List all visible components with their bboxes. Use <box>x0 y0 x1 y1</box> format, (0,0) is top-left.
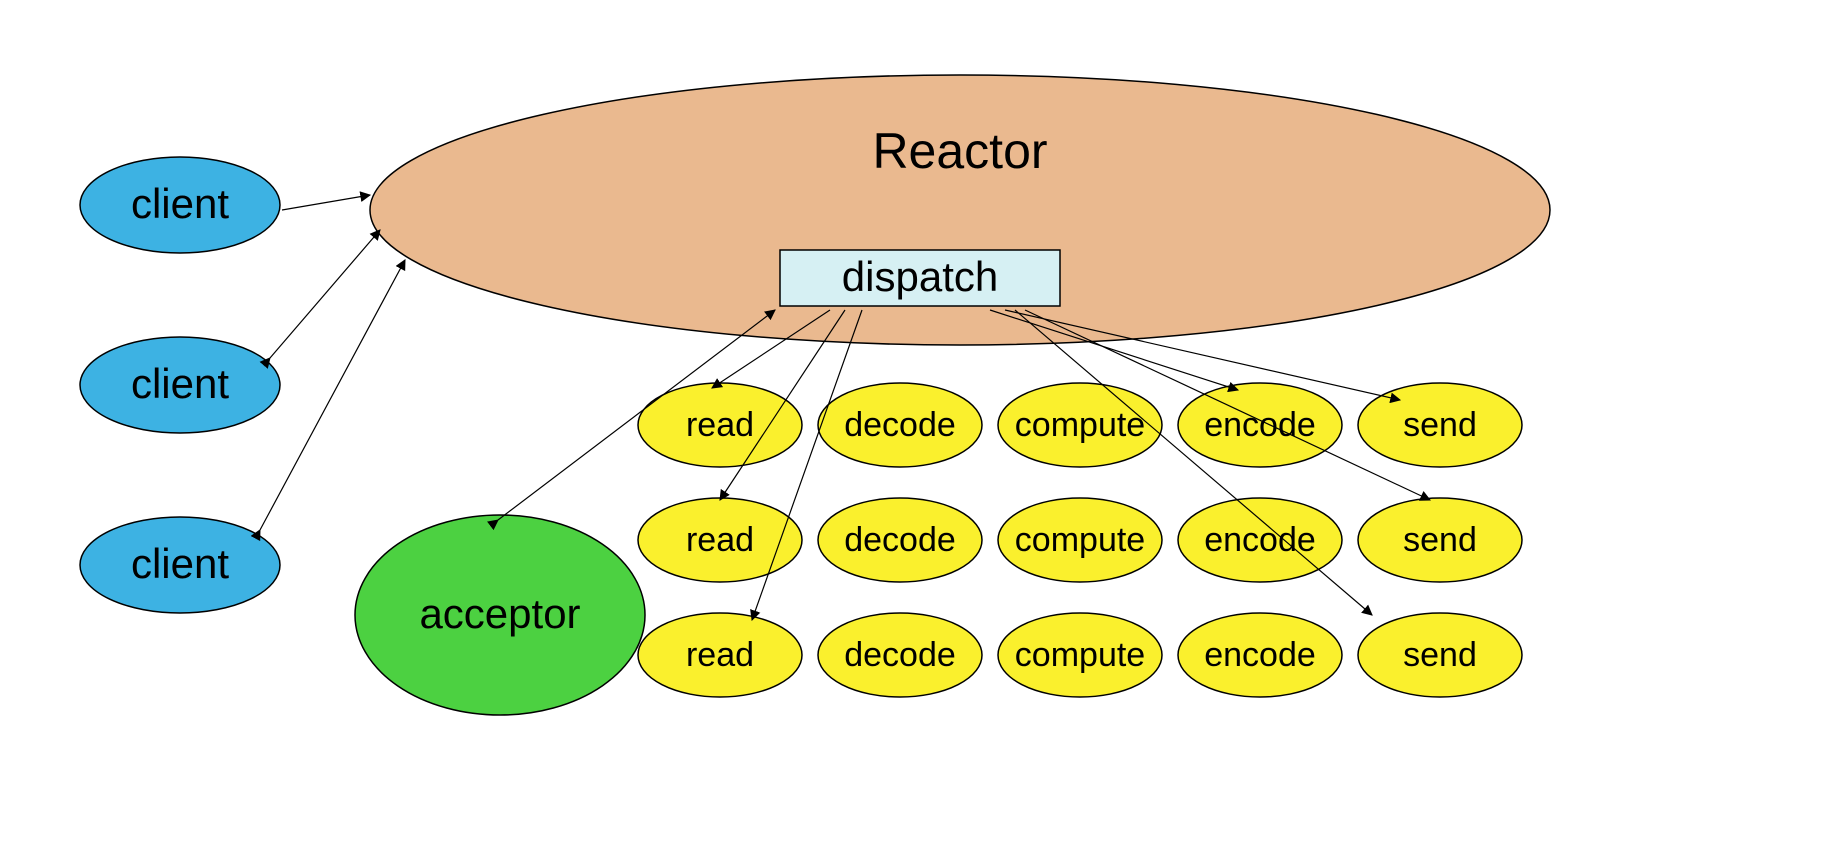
task-label-encode-0: encode <box>1204 406 1316 444</box>
client-label-0: client <box>131 180 229 227</box>
task-label-send-0: send <box>1403 406 1477 444</box>
reactor-diagram: Reactor dispatch client client client accepto… <box>0 0 1824 854</box>
task-label-send-2: send <box>1403 636 1477 674</box>
task-label-decode-2: decode <box>844 636 956 674</box>
task-label-compute-2: compute <box>1015 636 1145 674</box>
task-label-read-0: read <box>686 406 754 444</box>
task-label-compute-1: compute <box>1015 521 1145 559</box>
task-label-read-1: read <box>686 521 754 559</box>
edge-6 <box>752 310 862 620</box>
client-label-2: client <box>131 540 229 587</box>
edge-0 <box>282 195 370 210</box>
acceptor-label: acceptor <box>419 590 580 637</box>
task-label-send-1: send <box>1403 521 1477 559</box>
task-label-encode-2: encode <box>1204 636 1316 674</box>
task-label-encode-1: encode <box>1204 521 1316 559</box>
task-label-decode-1: decode <box>844 521 956 559</box>
task-label-compute-0: compute <box>1015 406 1145 444</box>
dispatch-label: dispatch <box>842 253 998 300</box>
reactor-label: Reactor <box>872 123 1047 179</box>
task-label-read-2: read <box>686 636 754 674</box>
edge-2 <box>260 260 405 530</box>
task-label-decode-0: decode <box>844 406 956 444</box>
edge-1 <box>270 230 380 358</box>
client-label-1: client <box>131 360 229 407</box>
